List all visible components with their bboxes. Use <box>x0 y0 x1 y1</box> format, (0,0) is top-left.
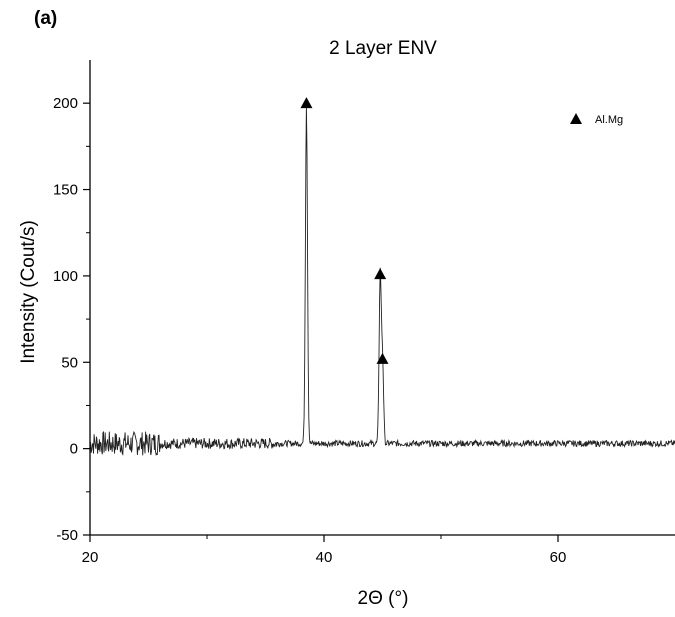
series <box>89 105 675 456</box>
legend: Al.Mg <box>570 113 623 126</box>
ticks: -50 0 50 100 150 200 20 40 60 <box>53 95 566 566</box>
legend-marker-triangle <box>570 113 582 124</box>
legend-label: Al.Mg <box>595 114 623 126</box>
y-tick-label: 100 <box>53 268 78 285</box>
panel-label: (a) <box>34 8 58 29</box>
axes <box>89 60 675 536</box>
x-axis-title: 2Θ (°) <box>358 588 409 609</box>
y-tick-label: 150 <box>53 182 78 199</box>
peak-marker-triangle <box>374 268 387 280</box>
peak-marker-triangle <box>300 97 313 109</box>
y-tick-label: -50 <box>56 527 78 544</box>
y-tick-label: 50 <box>61 354 78 371</box>
peak-marker-triangle <box>376 352 389 364</box>
x-tick-label: 40 <box>316 549 333 566</box>
x-tick-label: 20 <box>82 549 99 566</box>
x-tick-label: 60 <box>550 549 567 566</box>
y-tick-label: 0 <box>70 441 78 458</box>
y-axis-title: Intensity (Cout/s) <box>18 220 39 364</box>
xrd-trace <box>89 105 675 456</box>
y-tick-label: 200 <box>53 95 78 112</box>
peak-markers <box>300 97 389 364</box>
chart-title: 2 Layer ENV <box>329 38 437 59</box>
